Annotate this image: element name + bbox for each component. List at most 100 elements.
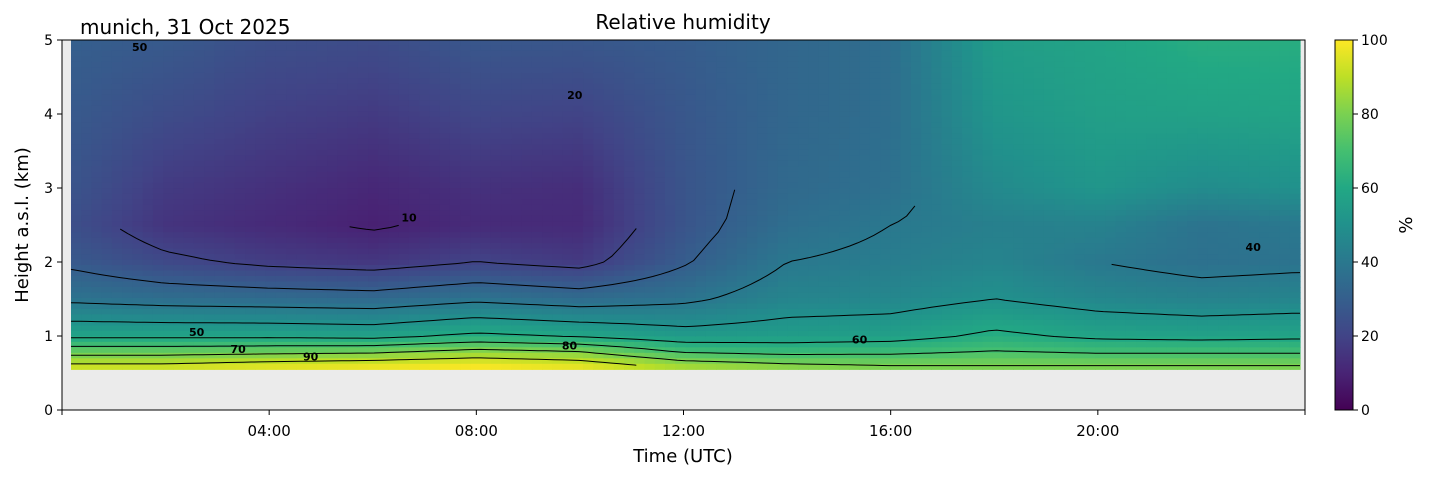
humidity-cell	[634, 237, 646, 244]
humidity-cell	[460, 336, 472, 343]
humidity-cell	[634, 56, 646, 63]
humidity-cell	[921, 122, 932, 129]
humidity-cell	[275, 100, 287, 107]
humidity-cell	[839, 127, 850, 134]
humidity-cell	[501, 45, 512, 52]
humidity-cell	[675, 226, 687, 233]
humidity-cell	[71, 358, 82, 365]
humidity-cell	[644, 78, 656, 85]
humidity-cell	[716, 149, 728, 156]
humidity-cell	[173, 144, 185, 151]
humidity-cell	[388, 67, 400, 74]
humidity-cell	[531, 243, 543, 250]
humidity-cell	[603, 358, 615, 365]
humidity-cell	[296, 144, 308, 151]
humidity-cell	[152, 221, 164, 228]
humidity-cell	[521, 259, 533, 266]
humidity-cell	[132, 281, 144, 288]
humidity-cell	[828, 105, 840, 112]
humidity-cell	[900, 56, 912, 63]
humidity-cell	[490, 116, 502, 123]
humidity-cell	[613, 144, 625, 151]
humidity-cell	[634, 89, 646, 96]
humidity-cell	[767, 188, 779, 195]
humidity-cell	[859, 314, 871, 321]
humidity-cell	[654, 358, 666, 365]
humidity-cell	[71, 325, 82, 332]
humidity-cell	[460, 116, 472, 123]
humidity-cell	[562, 50, 574, 58]
humidity-cell	[552, 155, 564, 162]
humidity-cell	[224, 270, 236, 277]
humidity-cell	[869, 363, 881, 370]
humidity-cell	[695, 237, 707, 244]
humidity-cell	[849, 155, 861, 162]
humidity-cell	[480, 303, 492, 310]
humidity-cell	[624, 248, 635, 255]
humidity-cell	[183, 193, 195, 200]
humidity-cell	[767, 177, 779, 184]
humidity-cell	[603, 286, 615, 294]
humidity-cell	[439, 78, 451, 85]
humidity-cell	[398, 193, 410, 200]
humidity-cell	[654, 286, 666, 294]
humidity-cell	[91, 237, 103, 244]
humidity-cell	[552, 166, 564, 173]
humidity-cell	[152, 100, 164, 107]
humidity-cell	[357, 111, 369, 118]
humidity-cell	[808, 67, 820, 74]
humidity-cell	[880, 281, 891, 288]
humidity-cell	[562, 286, 574, 294]
humidity-cell	[910, 61, 922, 69]
humidity-cell	[798, 67, 809, 74]
humidity-cell	[122, 149, 134, 156]
humidity-cell	[685, 149, 697, 156]
humidity-cell	[316, 308, 328, 316]
humidity-cell	[695, 100, 707, 107]
humidity-cell	[224, 72, 236, 80]
humidity-cell	[490, 166, 502, 173]
humidity-cell	[265, 341, 277, 348]
humidity-cell	[71, 204, 82, 211]
humidity-cell	[757, 193, 769, 200]
humidity-cell	[890, 286, 902, 294]
humidity-cell	[91, 45, 103, 52]
humidity-cell	[224, 281, 236, 288]
humidity-cell	[368, 177, 379, 184]
humidity-cell	[613, 352, 625, 359]
humidity-cell	[101, 352, 113, 359]
humidity-cell	[71, 138, 82, 145]
humidity-cell	[501, 50, 512, 58]
humidity-cell	[408, 237, 420, 244]
humidity-cell	[675, 72, 687, 80]
humidity-cell	[531, 232, 543, 239]
humidity-cell	[337, 226, 349, 233]
humidity-cell	[449, 237, 461, 244]
humidity-cell	[111, 72, 123, 80]
humidity-cell	[286, 105, 297, 112]
humidity-cell	[501, 276, 512, 283]
humidity-cell	[603, 89, 615, 96]
humidity-cell	[634, 243, 646, 250]
humidity-cell	[163, 50, 175, 58]
humidity-cell	[716, 105, 728, 112]
humidity-cell	[204, 330, 215, 337]
humidity-cell	[634, 281, 646, 288]
humidity-cell	[746, 308, 758, 316]
humidity-cell	[132, 286, 144, 294]
humidity-cell	[665, 83, 676, 90]
humidity-cell	[111, 352, 123, 359]
humidity-cell	[685, 276, 697, 283]
humidity-cell	[71, 166, 82, 173]
humidity-cell	[163, 347, 175, 354]
humidity-cell	[746, 56, 758, 63]
humidity-cell	[439, 341, 451, 348]
humidity-cell	[132, 105, 144, 112]
humidity-cell	[398, 89, 410, 96]
humidity-cell	[511, 325, 523, 332]
humidity-cell	[624, 254, 635, 261]
humidity-cell	[368, 155, 379, 162]
humidity-cell	[255, 138, 267, 145]
humidity-cell	[613, 45, 625, 52]
humidity-cell	[910, 325, 922, 332]
